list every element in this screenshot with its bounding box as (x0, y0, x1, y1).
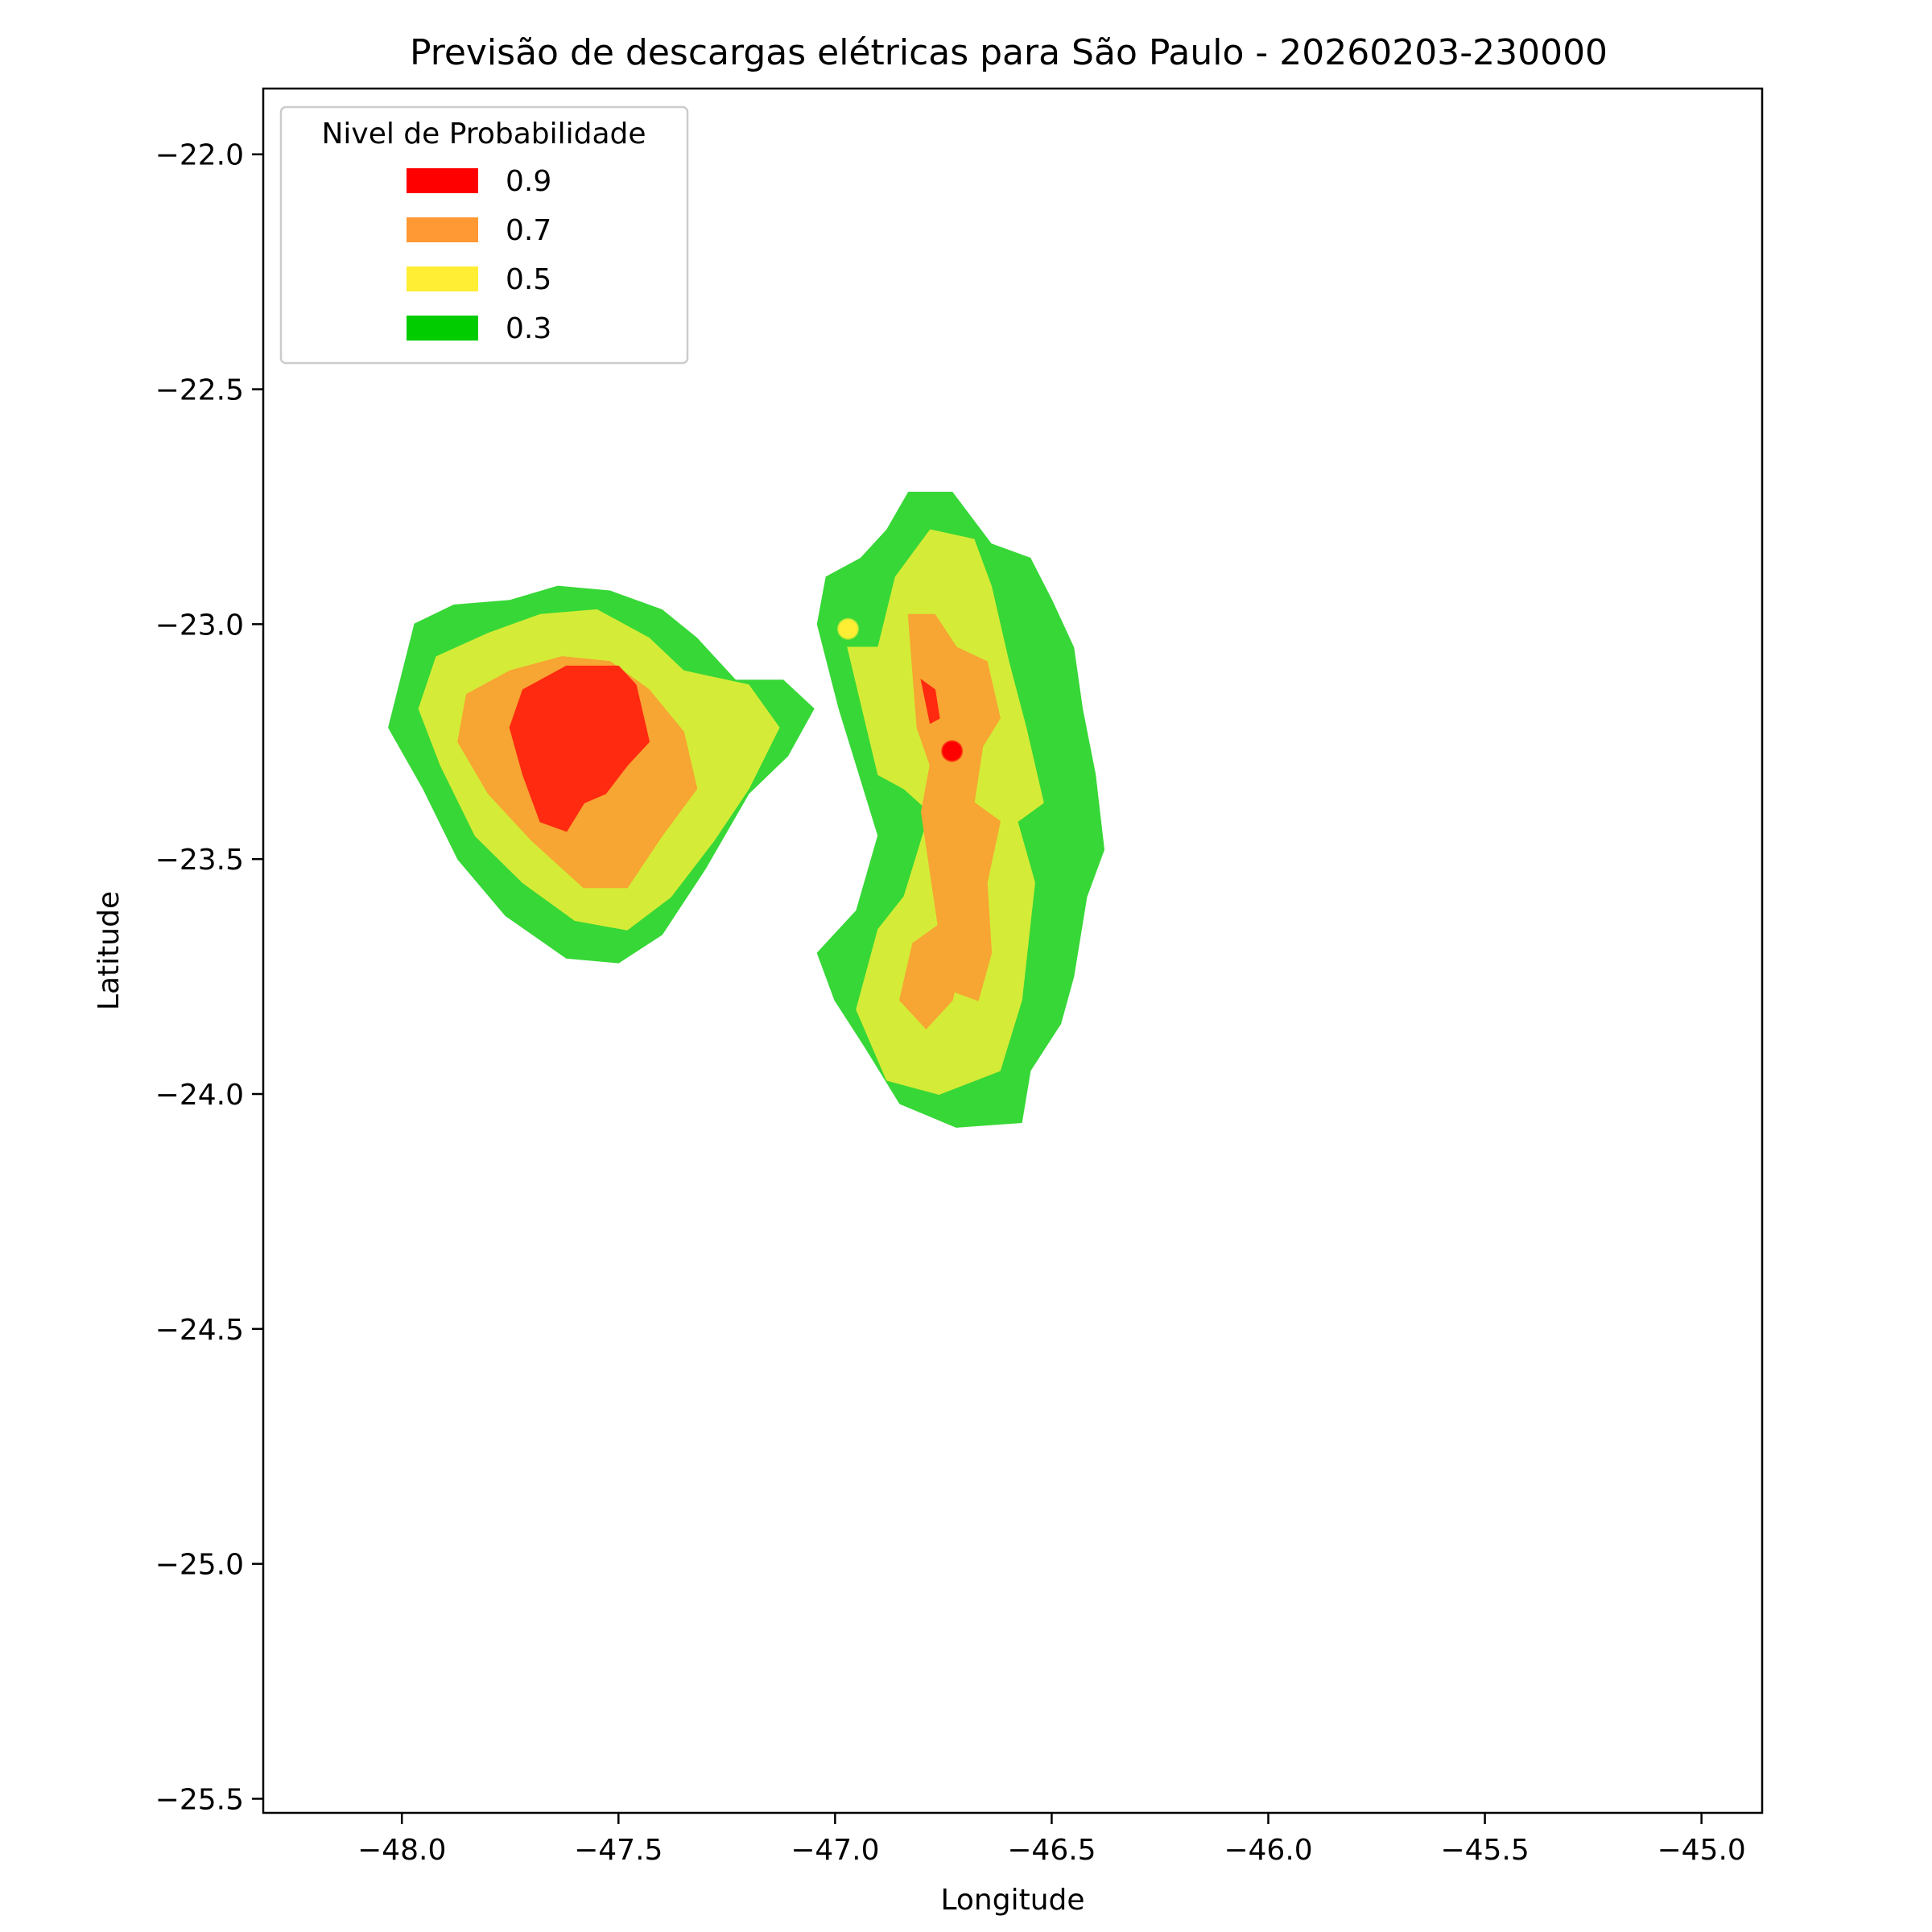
y-tick-label: −24.5 (155, 1314, 244, 1347)
legend-swatch (407, 266, 478, 291)
y-axis-ticks: −22.0 −22.5 −23.0 −23.5 −24.0 −24.5 −25.0 −25.5 (155, 139, 263, 1816)
y-tick-label: −22.5 (155, 374, 244, 407)
probability-points (837, 617, 964, 762)
x-tick-label: −45.0 (1657, 1834, 1745, 1867)
y-tick-label: −24.0 (155, 1079, 244, 1112)
y-tick-label: −25.0 (155, 1549, 244, 1582)
probability-point-0 (837, 617, 860, 640)
legend-entries: 0.9 0.7 0.5 0.3 (407, 165, 551, 345)
legend-entry-label: 0.7 (506, 214, 551, 247)
legend-entry-label: 0.5 (506, 263, 551, 296)
x-tick-label: −46.5 (1007, 1834, 1096, 1867)
y-axis-label: Latitude (93, 891, 126, 1010)
y-tick-label: −23.0 (155, 609, 244, 642)
y-tick-label: −22.0 (155, 139, 244, 172)
legend-swatch (407, 217, 478, 242)
region-level-07-2 (899, 923, 962, 1030)
legend-swatch (407, 168, 478, 193)
legend-title: Nivel de Probabilidade (321, 118, 646, 151)
x-axis-ticks: −48.0 −47.5 −47.0 −46.5 −46.0 −45.5 −45.0 (357, 1813, 1746, 1867)
legend-swatch (407, 316, 478, 341)
y-tick-label: −25.5 (155, 1783, 244, 1816)
legend-box (279, 105, 689, 365)
x-tick-label: −46.0 (1224, 1834, 1312, 1867)
x-tick-label: −47.5 (574, 1834, 663, 1867)
legend-entry-label: 0.9 (506, 165, 551, 198)
probability-regions (388, 491, 1105, 1128)
probability-point-1 (941, 740, 964, 762)
legend-entry-label: 0.3 (506, 312, 551, 345)
legend: Nivel de Probabilidade 0.9 0.7 0.5 0.3 (279, 105, 689, 365)
plot-frame (262, 87, 1764, 1814)
x-tick-label: −48.0 (357, 1834, 446, 1867)
x-tick-label: −45.5 (1440, 1834, 1529, 1867)
x-tick-label: −47.0 (791, 1834, 879, 1867)
x-axis-label: Longitude (940, 1884, 1084, 1917)
y-tick-label: −23.5 (155, 844, 244, 877)
region-level-09-0 (509, 665, 650, 832)
region-level-09-1 (920, 679, 940, 724)
chart-title: Previsão de descargas elétricas para São… (410, 32, 1608, 73)
